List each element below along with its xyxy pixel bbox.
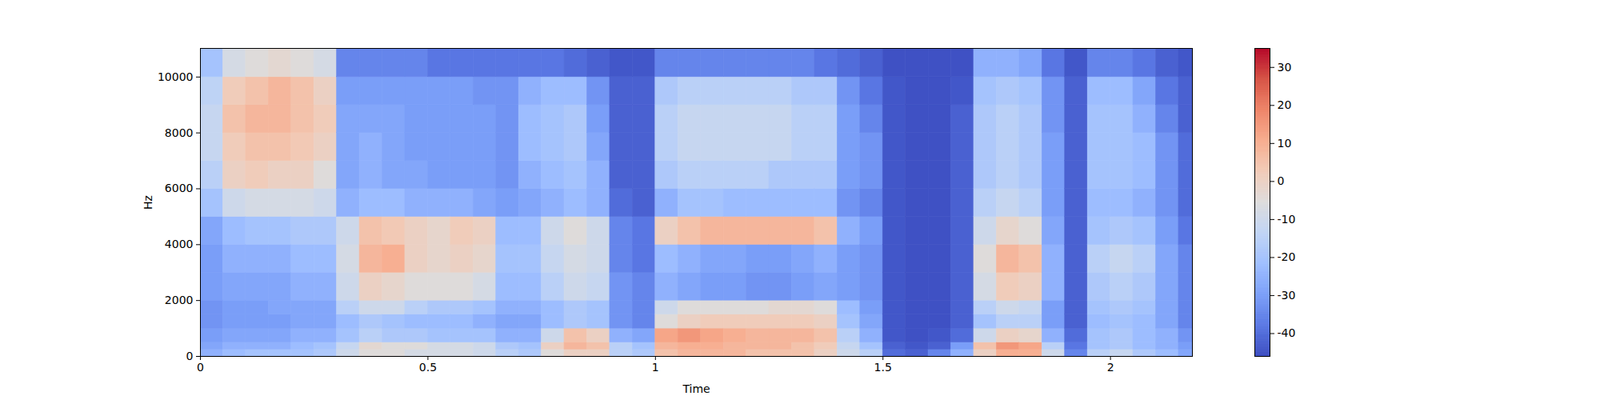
svg-text:2: 2 xyxy=(1107,360,1115,374)
svg-text:8000: 8000 xyxy=(164,126,194,140)
svg-text:0: 0 xyxy=(186,349,194,363)
svg-text:0: 0 xyxy=(1277,174,1285,188)
svg-text:1.5: 1.5 xyxy=(874,360,892,374)
svg-text:-10: -10 xyxy=(1277,212,1296,226)
svg-text:1: 1 xyxy=(652,360,660,374)
svg-text:4000: 4000 xyxy=(164,237,194,251)
svg-text:-40: -40 xyxy=(1277,326,1296,340)
svg-text:0: 0 xyxy=(196,360,204,374)
svg-text:20: 20 xyxy=(1277,98,1292,112)
svg-text:0.5: 0.5 xyxy=(419,360,437,374)
svg-text:-30: -30 xyxy=(1277,288,1296,302)
svg-text:-20: -20 xyxy=(1277,250,1296,264)
svg-text:30: 30 xyxy=(1277,60,1292,74)
svg-text:2000: 2000 xyxy=(164,293,194,307)
svg-text:Hz: Hz xyxy=(141,195,155,210)
svg-text:6000: 6000 xyxy=(164,181,194,195)
svg-text:10: 10 xyxy=(1277,136,1292,150)
svg-text:10000: 10000 xyxy=(157,70,194,84)
svg-text:Time: Time xyxy=(681,382,710,396)
